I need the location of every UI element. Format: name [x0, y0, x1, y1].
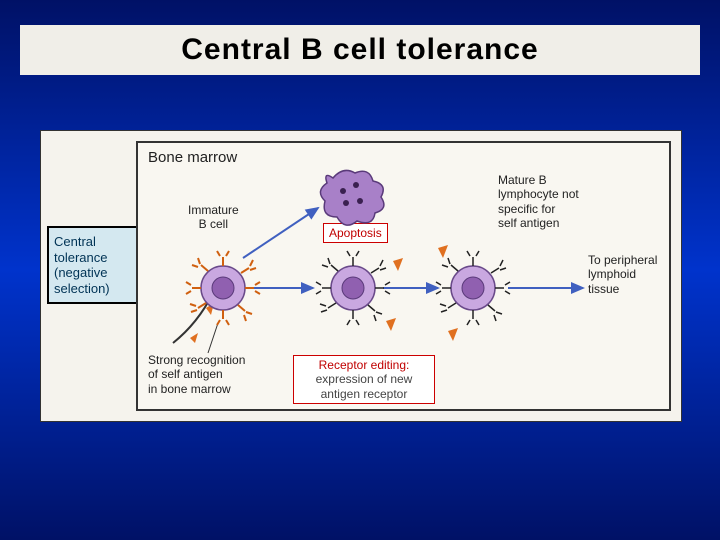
arrow-to-apoptosis: [243, 208, 318, 258]
antigen-triangle-icon: [190, 333, 198, 343]
edited-b-cell: [316, 251, 403, 331]
antigen-triangle-icon: [393, 258, 403, 271]
antigen-triangle-icon: [448, 328, 458, 341]
pointer-strong-recognition: [208, 323, 218, 353]
diagram-panel: Centraltolerance(negativeselection) Bone…: [40, 130, 682, 422]
immature-b-cell: [186, 251, 260, 325]
apoptotic-cell: [320, 170, 383, 225]
antigen-triangle-icon: [438, 245, 448, 258]
central-tolerance-box: Centraltolerance(negativeselection): [47, 226, 139, 304]
mature-b-cell: [436, 245, 510, 341]
antigen-triangle-icon: [386, 318, 396, 331]
diagram-inner: Bone marrow ImmatureB cell Apoptosis Mat…: [136, 141, 671, 411]
slide-title: Central B cell tolerance: [20, 25, 700, 75]
diagram-svg: [138, 143, 673, 413]
